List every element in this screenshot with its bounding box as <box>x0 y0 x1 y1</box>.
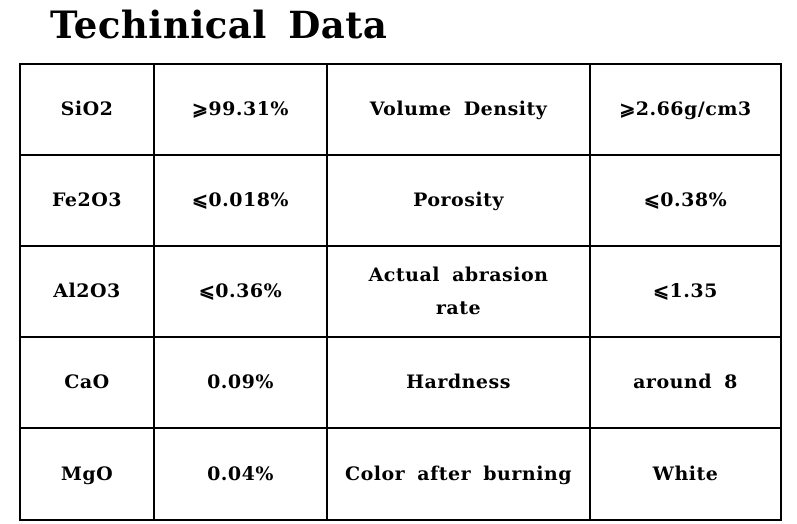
table-row: CaO 0.09% Hardness around 8 <box>19 336 782 429</box>
table-cell-property: Porosity <box>326 154 591 247</box>
table-row: Fe2O3 ⩽0.018% Porosity ⩽0.38% <box>19 154 782 247</box>
table-cell-component: SiO2 <box>19 63 155 156</box>
table-cell-component: Fe2O3 <box>19 154 155 247</box>
table-cell-component: MgO <box>19 427 155 521</box>
table-cell-property: Hardness <box>326 336 591 429</box>
page-title: Techinical Data <box>50 3 388 47</box>
table-cell-property: Volume Density <box>326 63 591 156</box>
table-row: MgO 0.04% Color after burning White <box>19 427 782 521</box>
table-cell-value: 0.04% <box>153 427 328 521</box>
table-cell-property: Actual abrasion rate <box>326 245 591 338</box>
table-cell-value: 0.09% <box>153 336 328 429</box>
table-cell-property: Color after burning <box>326 427 591 521</box>
table-cell-value: ⩾2.66g/cm3 <box>589 63 782 156</box>
table-cell-value: ⩽0.38% <box>589 154 782 247</box>
table-cell-component: Al2O3 <box>19 245 155 338</box>
table-cell-component: CaO <box>19 336 155 429</box>
table-cell-value: ⩽1.35 <box>589 245 782 338</box>
table-row: Al2O3 ⩽0.36% Actual abrasion rate ⩽1.35 <box>19 245 782 338</box>
table-cell-value: ⩾99.31% <box>153 63 328 156</box>
table-cell-value: ⩽0.36% <box>153 245 328 338</box>
table-row: SiO2 ⩾99.31% Volume Density ⩾2.66g/cm3 <box>19 63 782 156</box>
technical-data-table: SiO2 ⩾99.31% Volume Density ⩾2.66g/cm3 F… <box>19 63 782 521</box>
table-cell-value: ⩽0.018% <box>153 154 328 247</box>
table-cell-value: around 8 <box>589 336 782 429</box>
table-cell-value: White <box>589 427 782 521</box>
